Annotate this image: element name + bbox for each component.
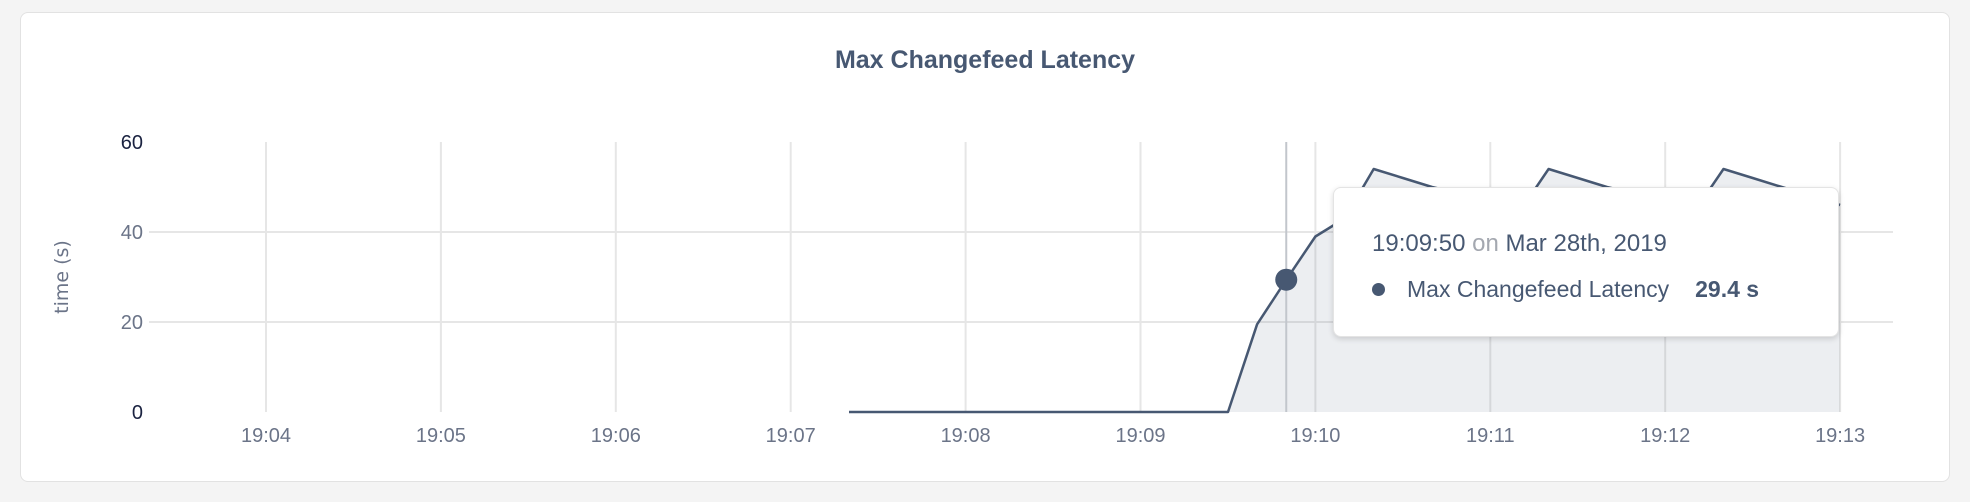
chart-title: Max Changefeed Latency xyxy=(834,46,1136,74)
x-tick-label: 19:11 xyxy=(1466,425,1515,447)
x-tick-label: 19:09 xyxy=(1115,425,1165,447)
x-tick-label: 19:05 xyxy=(416,425,466,447)
tooltip-series-name: Max Changefeed Latency xyxy=(1407,276,1670,302)
tooltip-series-row: Max Changefeed Latency 29.4 s xyxy=(1372,276,1759,303)
y-tick-label: 0 xyxy=(132,402,143,424)
x-tick-label: 19:08 xyxy=(941,425,991,447)
x-tick-label: 19:04 xyxy=(241,425,291,447)
y-tick-label: 40 xyxy=(121,222,143,244)
x-tick-label: 19:06 xyxy=(591,425,641,447)
x-tick-label: 19:12 xyxy=(1640,425,1690,447)
y-tick-label: 60 xyxy=(121,132,143,154)
x-tick-label: 19:13 xyxy=(1815,425,1865,447)
x-tick-label: 19:07 xyxy=(766,425,816,447)
series-color-dot-icon xyxy=(1372,283,1385,296)
y-axis-label: time (s) xyxy=(51,240,73,314)
tooltip-value: 29.4 s xyxy=(1695,276,1760,302)
hover-point xyxy=(1275,268,1298,291)
chart-tooltip: 19:09:50 on Mar 28th, 2019 Max Changefee… xyxy=(1333,187,1839,337)
tooltip-timestamp: 19:09:50 on Mar 28th, 2019 xyxy=(1372,230,1667,257)
y-tick-label: 20 xyxy=(121,312,143,334)
x-tick-label: 19:10 xyxy=(1290,425,1340,447)
